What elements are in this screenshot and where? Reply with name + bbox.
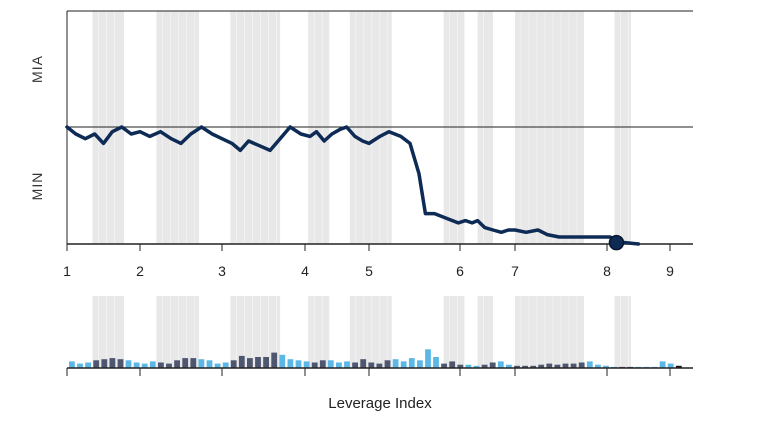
bar-7: [125, 360, 132, 368]
x-tick-label-4: 4: [301, 263, 309, 279]
shaded-band-bottom-7: [515, 296, 584, 368]
bar-22: [247, 358, 253, 368]
bar-52: [489, 362, 496, 368]
bar-45: [433, 357, 439, 368]
bar-20: [230, 360, 237, 368]
bar-25: [271, 352, 278, 368]
bar-43: [417, 360, 423, 368]
bar-75: [675, 365, 682, 368]
bar-30: [311, 362, 318, 368]
bar-74: [667, 363, 674, 368]
bar-42: [408, 358, 415, 368]
x-tick-label-8: 8: [603, 263, 611, 279]
bar-21: [238, 355, 245, 368]
x-tick-label-9: 9: [666, 263, 674, 279]
bar-10: [149, 361, 156, 368]
bar-3: [93, 360, 100, 368]
bar-33: [336, 362, 342, 368]
bar-28: [295, 360, 302, 368]
bar-0: [69, 361, 75, 368]
bar-12: [166, 363, 172, 368]
bar-63: [578, 362, 585, 368]
bar-55: [514, 365, 520, 368]
bar-44: [425, 349, 431, 368]
x-tick-label-2: 2: [136, 263, 144, 279]
bar-48: [457, 364, 464, 368]
shaded-band-bottom-6: [477, 296, 493, 368]
x-tick-label-7: 7: [511, 263, 519, 279]
bar-40: [392, 359, 399, 368]
bar-9: [141, 363, 148, 368]
bar-59: [546, 363, 553, 368]
y-axis-label-top: MIA: [29, 55, 45, 83]
bar-61: [562, 363, 569, 368]
bar-6: [117, 359, 124, 368]
bar-17: [206, 360, 213, 368]
shaded-band-bottom-5: [443, 296, 465, 368]
bar-49: [465, 364, 472, 368]
bar-16: [198, 359, 205, 368]
bar-34: [344, 361, 350, 368]
end-point-marker: [608, 234, 625, 251]
bar-1: [77, 363, 83, 368]
x-tick-labels: 1 2 3 4 5 6 7 8 9: [63, 263, 674, 279]
bar-32: [327, 360, 334, 368]
bar-73: [659, 361, 666, 368]
bar-56: [522, 365, 528, 368]
x-tick-label-3: 3: [218, 263, 226, 279]
shaded-band-bottom-0: [92, 296, 124, 368]
bar-35: [352, 362, 358, 368]
bar-31: [319, 360, 326, 368]
top-x-ticks: [66, 244, 671, 251]
bar-54: [506, 364, 512, 368]
bar-36: [360, 359, 367, 368]
shaded-band-bottom-3: [308, 296, 330, 368]
bar-41: [400, 361, 407, 368]
y-axis-label-bottom: MIN: [29, 172, 45, 201]
bar-series: [69, 349, 682, 368]
bar-47: [449, 361, 456, 368]
bar-46: [441, 363, 447, 368]
x-axis-title: Leverage Index: [328, 395, 432, 412]
bar-39: [384, 360, 391, 368]
bar-38: [376, 363, 383, 368]
bar-11: [158, 362, 164, 368]
bar-53: [497, 361, 504, 368]
bar-19: [222, 362, 229, 368]
bar-13: [174, 360, 180, 368]
bar-14: [182, 358, 189, 368]
x-tick-label-1: 1: [63, 263, 71, 279]
bar-24: [263, 357, 269, 368]
bottom-x-ticks: [66, 368, 671, 376]
leverage-line-series: [65, 125, 641, 246]
bar-57: [530, 365, 537, 368]
shaded-band-bottom-8: [614, 296, 631, 368]
bar-65: [595, 364, 601, 368]
bar-58: [538, 364, 545, 368]
bar-15: [190, 358, 197, 368]
bar-64: [586, 361, 593, 368]
bar-37: [368, 362, 375, 368]
bar-26: [279, 354, 286, 368]
x-tick-label-6: 6: [456, 263, 464, 279]
shaded-band-bottom-1: [156, 296, 200, 368]
bar-27: [287, 359, 294, 368]
bar-5: [109, 358, 116, 368]
bar-51: [481, 364, 488, 368]
bar-18: [214, 363, 221, 368]
bar-2: [85, 362, 91, 368]
bar-50: [473, 365, 480, 368]
bar-29: [303, 361, 310, 368]
x-tick-label-5: 5: [365, 263, 373, 279]
bar-60: [554, 364, 561, 368]
bar-8: [133, 362, 140, 368]
bar-62: [570, 363, 577, 368]
bottom-shaded-bands: [92, 296, 631, 368]
shaded-band-bottom-4: [349, 296, 392, 368]
bar-4: [101, 359, 108, 368]
bar-66: [603, 365, 609, 368]
bar-23: [255, 357, 261, 368]
